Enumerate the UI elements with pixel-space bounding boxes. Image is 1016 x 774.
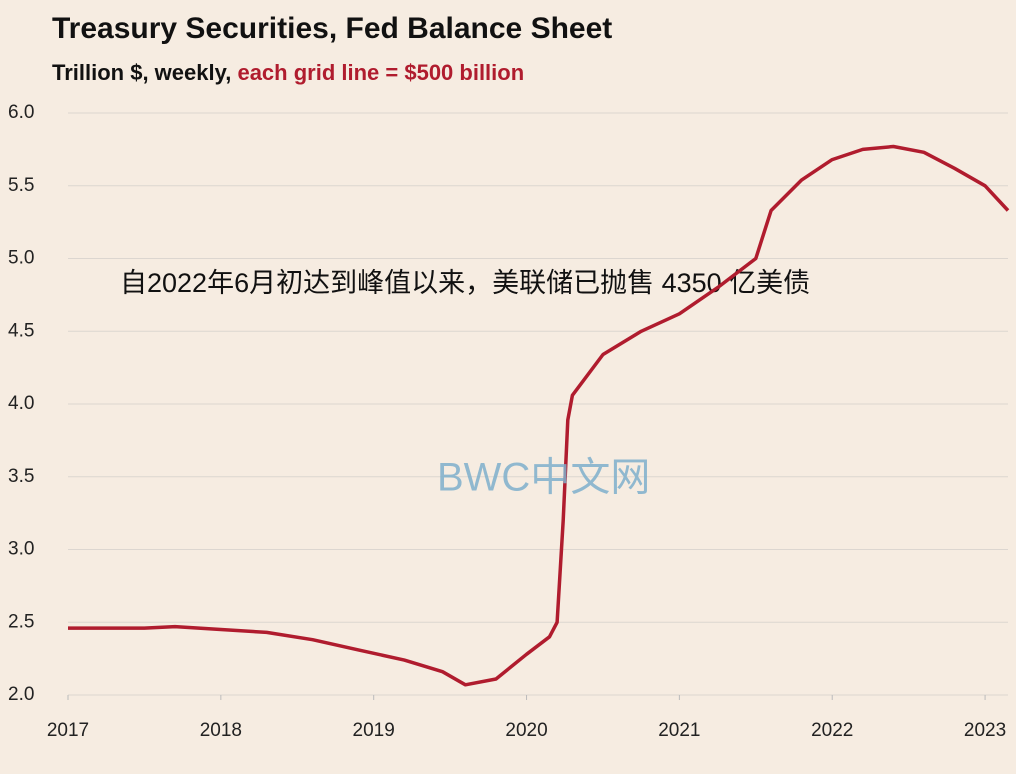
y-tick-label: 2.5 xyxy=(8,611,34,632)
y-tick-label: 5.5 xyxy=(8,175,34,196)
x-tick-label: 2020 xyxy=(505,720,547,741)
subtitle-text: Trillion $, weekly, xyxy=(52,60,237,85)
y-tick-label: 5.0 xyxy=(8,248,34,269)
x-tick-label: 2021 xyxy=(658,720,700,741)
y-tick-label: 6.0 xyxy=(8,102,34,123)
watermark: BWC中文网 xyxy=(437,456,650,500)
chart-title: Treasury Securities, Fed Balance Sheet xyxy=(52,12,612,45)
subtitle-highlight: each grid line = $500 billion xyxy=(237,60,524,85)
x-tick-label: 2022 xyxy=(811,720,853,741)
y-tick-label: 4.5 xyxy=(8,320,34,341)
x-tick-label: 2023 xyxy=(964,720,1006,741)
x-tick-label: 2019 xyxy=(353,720,395,741)
y-tick-label: 3.0 xyxy=(8,539,34,560)
y-tick-label: 4.0 xyxy=(8,393,34,414)
annotation: 自2022年6月初达到峰值以来，美联储已抛售 4350 亿美债 xyxy=(120,268,810,298)
chart-subtitle: Trillion $, weekly, each grid line = $50… xyxy=(52,60,524,85)
series-line xyxy=(68,144,1010,687)
x-tick-label: 2017 xyxy=(47,720,89,741)
y-tick-label: 2.0 xyxy=(8,684,34,705)
x-tick-label: 2018 xyxy=(200,720,242,741)
y-tick-label: 3.5 xyxy=(8,466,34,487)
